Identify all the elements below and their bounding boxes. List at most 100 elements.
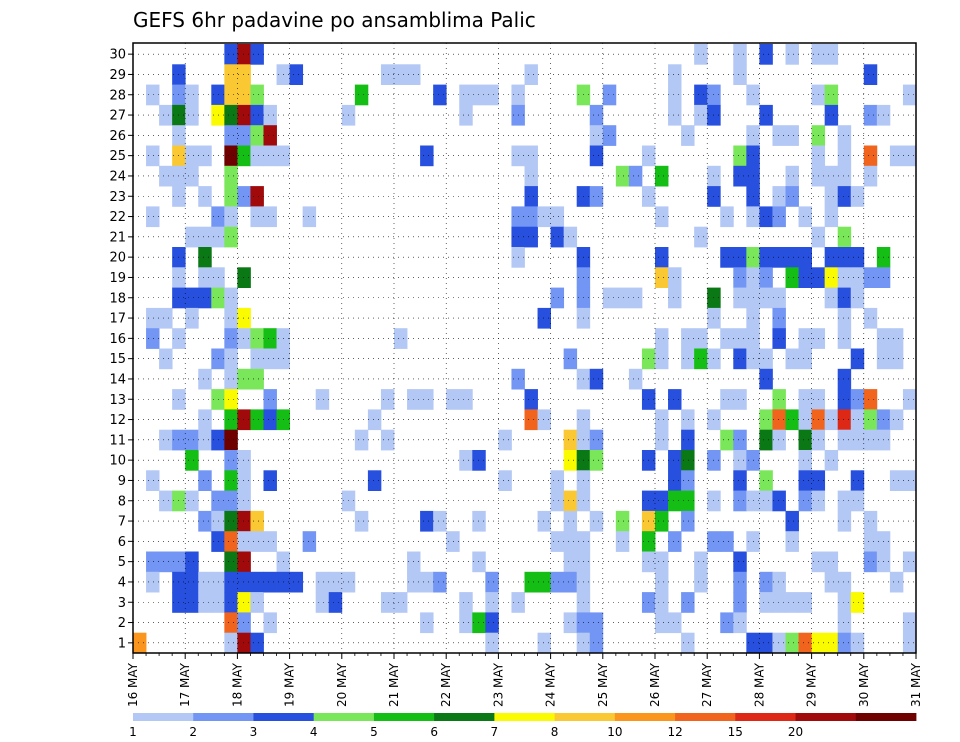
heatmap-cell bbox=[367, 409, 382, 431]
heatmap-cell bbox=[315, 592, 330, 613]
heatmap-cell bbox=[224, 44, 238, 65]
heatmap-cell bbox=[720, 247, 734, 268]
heatmap-cell bbox=[394, 592, 408, 613]
heatmap-cell bbox=[733, 551, 747, 573]
heatmap-cell bbox=[237, 84, 251, 106]
heatmap-cell bbox=[889, 571, 904, 593]
heatmap-cell bbox=[733, 247, 747, 268]
heatmap-cell bbox=[524, 165, 538, 187]
colorbar-swatch bbox=[675, 713, 736, 721]
heatmap-cell bbox=[785, 186, 799, 207]
heatmap-cell bbox=[159, 348, 173, 370]
heatmap-cell bbox=[589, 186, 604, 207]
colorbar-swatch bbox=[554, 713, 616, 721]
heatmap-cell bbox=[537, 510, 551, 532]
heatmap-cell bbox=[237, 470, 251, 491]
heatmap-cell bbox=[681, 429, 695, 451]
heatmap-cell bbox=[720, 612, 734, 634]
heatmap-cell bbox=[798, 409, 812, 431]
heatmap-cell bbox=[850, 267, 865, 288]
colorbar-label: 6 bbox=[430, 725, 438, 739]
heatmap-cell bbox=[759, 409, 773, 431]
heatmap-cell bbox=[380, 592, 395, 613]
x-tick-label: 29 MAY bbox=[805, 662, 819, 707]
heatmap-cell bbox=[289, 64, 304, 85]
y-tick-label: 5 bbox=[118, 555, 126, 570]
y-tick-label: 10 bbox=[109, 454, 126, 469]
heatmap-cell bbox=[459, 612, 473, 634]
heatmap-cell bbox=[798, 632, 812, 654]
heatmap-cell bbox=[902, 551, 917, 573]
heatmap-cell bbox=[159, 490, 173, 512]
heatmap-cell bbox=[733, 165, 747, 187]
heatmap-cell bbox=[863, 104, 878, 126]
colorbar-label: 7 bbox=[491, 725, 499, 739]
heatmap-cell bbox=[759, 206, 773, 228]
heatmap-cell bbox=[302, 206, 317, 228]
heatmap-cell bbox=[185, 429, 199, 451]
y-tick-label: 21 bbox=[109, 230, 126, 245]
heatmap-cell bbox=[237, 104, 251, 126]
colorbar-label: 5 bbox=[370, 725, 378, 739]
heatmap-cell bbox=[668, 490, 682, 512]
heatmap-cell bbox=[655, 348, 669, 370]
y-tick-label: 25 bbox=[109, 149, 126, 164]
heatmap-cell bbox=[824, 165, 839, 187]
heatmap-cell bbox=[146, 470, 160, 491]
y-tick-label: 19 bbox=[109, 271, 126, 286]
heatmap-cell bbox=[602, 287, 617, 309]
heatmap-cell bbox=[563, 571, 578, 593]
heatmap-cell bbox=[602, 125, 617, 146]
heatmap-cell bbox=[563, 551, 578, 573]
heatmap-cell bbox=[524, 145, 538, 167]
x-tick-label: 16 MAY bbox=[126, 662, 140, 707]
heatmap-cell bbox=[837, 510, 852, 532]
heatmap-cell bbox=[863, 429, 878, 451]
heatmap-cell bbox=[681, 490, 695, 512]
colorbar-swatch bbox=[313, 713, 375, 721]
heatmap-cell bbox=[772, 571, 786, 593]
heatmap-cell bbox=[185, 226, 199, 248]
heatmap-cell bbox=[146, 307, 160, 329]
heatmap-cell bbox=[655, 165, 669, 187]
heatmap-cell bbox=[263, 348, 277, 370]
heatmap-cell bbox=[837, 571, 852, 593]
heatmap-cell bbox=[224, 490, 238, 512]
heatmap-cell bbox=[720, 389, 734, 410]
heatmap-cell bbox=[198, 592, 212, 613]
heatmap-cell bbox=[185, 490, 199, 512]
heatmap-cell bbox=[628, 165, 643, 187]
heatmap-cell bbox=[146, 571, 160, 593]
heatmap-cell bbox=[550, 470, 565, 491]
heatmap-cell bbox=[785, 531, 799, 552]
heatmap-cell bbox=[772, 592, 786, 613]
heatmap-cell bbox=[681, 592, 695, 613]
heatmap-cell bbox=[224, 389, 238, 410]
y-tick-label: 3 bbox=[118, 596, 126, 611]
heatmap-cell bbox=[250, 84, 264, 106]
heatmap-cell bbox=[224, 470, 238, 491]
heatmap-cell bbox=[459, 389, 473, 410]
y-tick-label: 6 bbox=[118, 535, 126, 550]
heatmap-cell bbox=[237, 632, 251, 654]
heatmap-cell bbox=[394, 328, 408, 349]
heatmap-cell bbox=[759, 368, 773, 390]
heatmap-cell bbox=[420, 389, 434, 410]
heatmap-cell bbox=[237, 531, 251, 552]
heatmap-cell bbox=[668, 470, 682, 491]
heatmap-cell bbox=[837, 186, 852, 207]
heatmap-cell bbox=[133, 632, 147, 654]
heatmap-cell bbox=[394, 64, 408, 85]
heatmap-cell bbox=[185, 145, 199, 167]
heatmap-cell bbox=[668, 531, 682, 552]
heatmap-cell bbox=[863, 409, 878, 431]
heatmap-cell bbox=[785, 165, 799, 187]
heatmap-cell bbox=[224, 632, 238, 654]
heatmap-cell bbox=[237, 510, 251, 532]
heatmap-cell bbox=[759, 592, 773, 613]
colorbar-swatch bbox=[253, 713, 315, 721]
colorbar-swatch bbox=[795, 713, 857, 721]
heatmap-cell bbox=[759, 348, 773, 370]
heatmap-cell bbox=[785, 125, 799, 146]
heatmap-cell bbox=[615, 287, 630, 309]
